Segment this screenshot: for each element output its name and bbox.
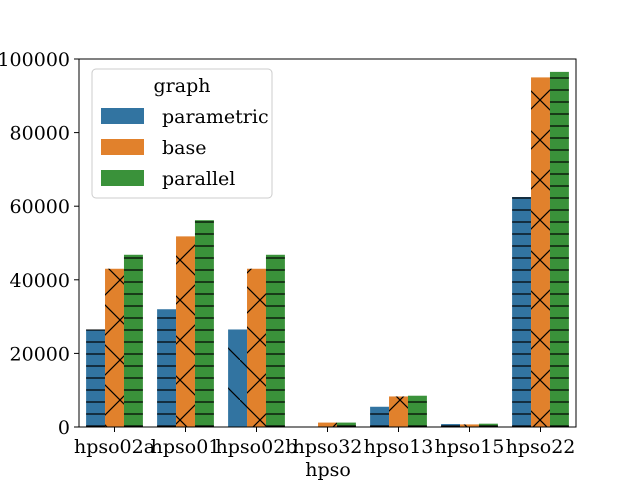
x-tick-label: hpso02b: [216, 436, 298, 458]
bar-hatch-base-hpso15: [460, 424, 479, 427]
x-tick-label: hpso01: [151, 436, 221, 458]
y-tick-label: 60000: [10, 196, 70, 218]
bar-hatch-parametric-hpso13: [370, 406, 390, 427]
y-tick-label: 20000: [10, 343, 70, 365]
bar-hatch-base-hpso02b: [247, 268, 266, 427]
bar-hatch-parallel-hpso02a: [123, 254, 143, 427]
bars-layer: [86, 71, 569, 428]
x-tick-label: hpso02a: [74, 436, 155, 458]
x-tick-label: hpso13: [364, 436, 434, 458]
legend-label-parallel: parallel: [162, 168, 235, 190]
bar-hatch-parametric-hpso15: [441, 424, 461, 427]
x-axis-label: hpso: [305, 459, 351, 480]
x-tick-label: hpso32: [293, 436, 363, 458]
bar-hatch-base-hpso13: [389, 396, 408, 427]
bar-hatch-parallel-hpso15: [478, 423, 498, 427]
bar-hatch-base-hpso32: [318, 422, 337, 427]
bar-hatch-parametric-hpso22: [512, 197, 532, 427]
x-tick-label: hpso22: [506, 436, 576, 458]
bar-hatch-parallel-hpso22: [549, 71, 569, 427]
bar-hatch-parametric-hpso02b: [228, 329, 248, 427]
bar-hatch-parallel-hpso13: [407, 395, 427, 427]
bar-hatch-parametric-hpso02a: [86, 329, 106, 427]
legend-swatch-base: [101, 139, 144, 155]
x-tick-label: hpso15: [435, 436, 505, 458]
legend-title: graph: [154, 75, 211, 97]
y-tick-label: 40000: [10, 270, 70, 292]
bar-hatch-base-hpso22: [531, 77, 550, 428]
ticks-layer: 0 20000 40000 60000 80000 100000 hpso02ahpso01…: [0, 49, 575, 458]
bar-hatch-base-hpso01: [176, 236, 195, 427]
y-tick-label: 100000: [0, 49, 70, 71]
bar-hatch-parallel-hpso01: [194, 220, 214, 427]
bar-hatch-parametric-hpso01: [157, 309, 177, 427]
legend-label-parametric: parametric: [162, 106, 269, 128]
bar-hatch-base-hpso02a: [105, 268, 124, 427]
legend-swatch-parallel: [101, 170, 144, 186]
y-tick-label: 80000: [10, 123, 70, 145]
bar-hatch-parallel-hpso32: [336, 422, 356, 427]
legend-box: [91, 68, 273, 199]
legend: graph parametric base parallel: [91, 68, 273, 199]
y-tick-label: 0: [58, 417, 70, 439]
legend-label-base: base: [162, 137, 207, 159]
legend-swatch-parametric: [101, 108, 144, 124]
bar-hatch-parallel-hpso02b: [265, 254, 285, 427]
